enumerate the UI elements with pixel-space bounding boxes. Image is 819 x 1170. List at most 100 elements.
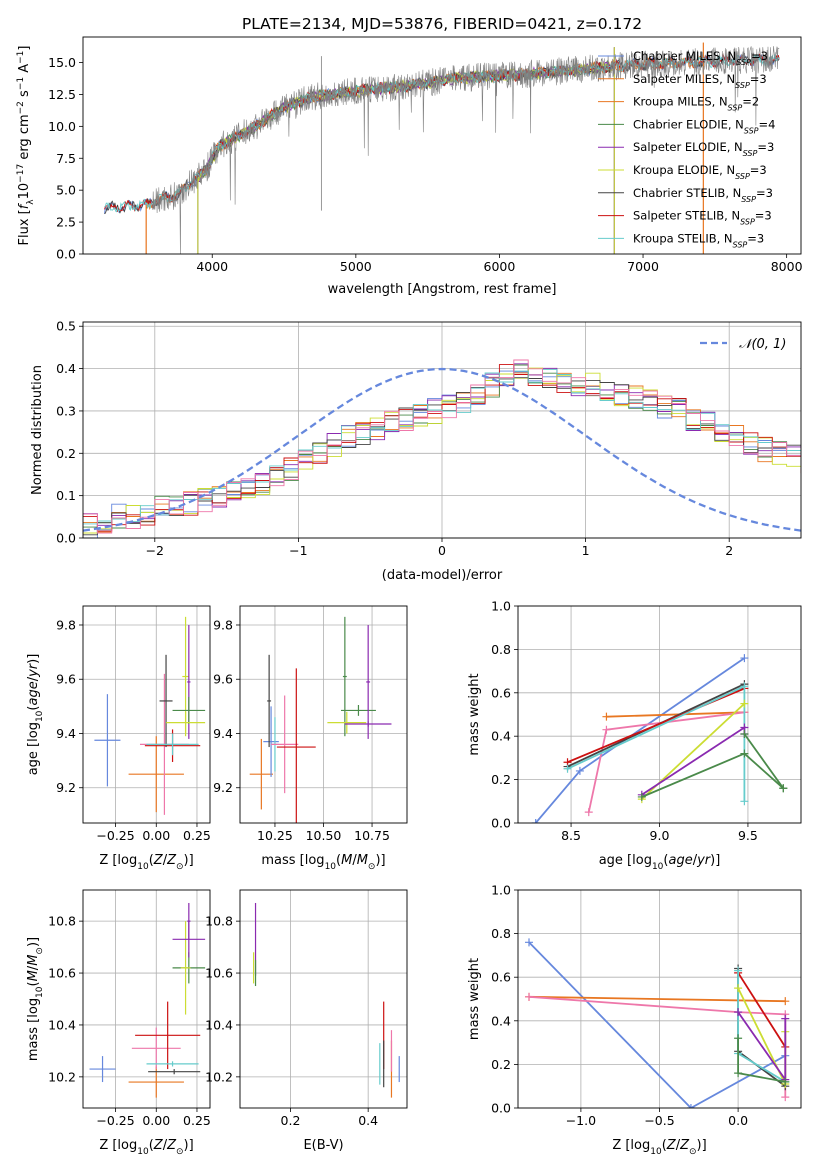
- x-axis-label-part: /: [163, 853, 168, 868]
- x-tick-label: 2: [725, 543, 733, 558]
- plot-area: [249, 616, 392, 823]
- y-tick-label: 9.6: [56, 672, 76, 687]
- y-tick-label: 7.5: [56, 151, 76, 166]
- y-tick-label: 12.5: [48, 87, 76, 102]
- errorbar-point: [267, 654, 272, 748]
- x-axis-label-part: M: [357, 853, 368, 868]
- errorbar-point: [172, 696, 206, 724]
- x-tick-label: −0.5: [644, 1113, 674, 1128]
- legend-label-sub: SSP: [735, 80, 750, 89]
- y-tick-label: 0.0: [491, 1101, 511, 1116]
- weight-line: [528, 995, 786, 1003]
- y-tick-label: 1.0: [491, 599, 511, 614]
- y-axis-label-part: yr: [26, 662, 41, 678]
- panel-weight_vs_age: 8.5 9.0 9.5 0.0 0.2 0.4 0.6 0.8 1.0 age [log10(ag…: [467, 599, 802, 872]
- x-axis-label-part: (: [149, 1138, 154, 1153]
- weight-marker: [740, 699, 749, 708]
- x-axis-label-part: )]: [184, 1138, 194, 1153]
- y-axis-label-part: /: [26, 676, 41, 681]
- legend-label-text: Kroupa STELIB, N: [633, 231, 733, 245]
- errorbar-point: [344, 721, 392, 727]
- y-axis-label-part: f: [17, 202, 32, 209]
- y-axis-label-part: λ: [26, 199, 36, 205]
- legend-label-text: Chabrier ELODIE, N: [633, 117, 744, 131]
- weight-marker: [637, 792, 646, 801]
- x-axis-label-part: Z: [153, 1138, 164, 1153]
- plot-area: [83, 359, 801, 538]
- y-axis-label-part: )]: [26, 937, 41, 947]
- x-tick-label: 4000: [196, 259, 228, 274]
- weight-marker: [740, 730, 749, 739]
- x-axis-label-part: Z: [153, 853, 164, 868]
- weight-line: [606, 711, 745, 718]
- weight-marker: [740, 749, 749, 758]
- weight-marker: [734, 984, 743, 993]
- figure-title: PLATE=2134, MJD=53876, FIBERID=0421, z=0…: [242, 15, 642, 33]
- x-tick-label: 1: [582, 543, 590, 558]
- spectrum-data-line: [151, 46, 780, 254]
- x-tick-label: −0.25: [96, 828, 134, 843]
- y-axis-label-part: −2: [16, 101, 26, 114]
- weight-line: [737, 972, 787, 1048]
- histogram-step: [83, 359, 801, 538]
- legend-label-text: Chabrier STELIB, N: [633, 186, 741, 200]
- axes-frame: [239, 889, 408, 1109]
- y-axis-label: age [log10(age/yr)]: [26, 654, 45, 776]
- x-tick-label: 10.50: [306, 828, 342, 843]
- x-tick-label: 9.0: [650, 828, 670, 843]
- x-axis-label-part: 10: [652, 862, 664, 872]
- legend-label-sub: SSP: [740, 217, 755, 226]
- normal-reference-curve: [83, 367, 801, 532]
- y-axis-label-part: s: [17, 90, 32, 101]
- x-axis-label-part: 10: [137, 1147, 149, 1157]
- x-tick-label: 9.5: [738, 828, 758, 843]
- x-tick-label: 0.2: [281, 1113, 301, 1128]
- errorbar-point: [131, 1027, 181, 1070]
- legend-label-suffix: =3: [755, 209, 772, 223]
- errorbar-point: [187, 902, 191, 940]
- x-axis-label: Z [log10(Z/Z⊙)]: [99, 1138, 193, 1157]
- errorbar-point: [146, 733, 199, 756]
- y-tick-label: 15.0: [48, 55, 76, 70]
- x-tick-label: 0.0: [728, 1113, 748, 1128]
- legend-label-text: Kroupa ELODIE, N: [633, 163, 735, 177]
- legend-label-suffix: =3: [750, 72, 767, 86]
- weight-marker: [779, 784, 788, 793]
- legend-label-suffix: =3: [757, 140, 774, 154]
- y-tick-label: 1.0: [491, 883, 511, 898]
- x-axis-label-part: 10: [137, 862, 149, 872]
- legend-label-text: Kroupa MILES, N: [633, 95, 728, 109]
- legend-label-sub: SSP: [733, 240, 748, 249]
- y-axis-label-part: age: [26, 681, 41, 705]
- panel-mass_vs_EBV: 0.2 0.4 10.2 10.4 10.6 10.8 E(B-V): [205, 889, 408, 1153]
- x-axis-label-part: 10: [325, 862, 337, 872]
- axes-frame: [82, 889, 211, 1109]
- x-tick-label: 8000: [771, 259, 803, 274]
- x-axis-label: wavelength [Angstrom, rest frame]: [328, 282, 557, 297]
- y-tick-label: 10.6: [205, 966, 233, 981]
- legend-label: Kroupa STELIB, NSSP=3: [633, 231, 764, 249]
- x-tick-label: 8.5: [561, 828, 581, 843]
- panels: 4000 5000 6000 7000 80000.02.55.07.510.012.5…: [16, 36, 803, 1157]
- panel-residuals: −2 −1 0 1 2 0.0 0.1 0.2 0.3 0.4 0.5 (data-model)/er…: [30, 319, 802, 583]
- plot-area: [94, 616, 206, 815]
- x-axis-label-part: yr: [696, 853, 712, 868]
- weight-marker: [584, 808, 593, 817]
- y-axis-label: mass [log10(M/M⊙)]: [26, 937, 45, 1061]
- weight-marker: [531, 819, 540, 823]
- x-tick-label: 10.25: [257, 828, 293, 843]
- y-tick-label: 0.6: [491, 970, 511, 985]
- x-axis-label: age [log10(age/yr)]: [599, 853, 721, 872]
- x-axis-label: mass [log10(M/M⊙)]: [261, 853, 385, 872]
- legend-label-text: Chabrier MILES, N: [633, 49, 736, 63]
- weight-marker: [734, 1069, 743, 1078]
- y-tick-label: 0.4: [491, 1013, 511, 1028]
- weight-marker: [575, 766, 584, 775]
- y-tick-label: 0.2: [56, 446, 76, 461]
- axes-frame: [82, 605, 211, 824]
- legend-label: Salpeter MILES, NSSP=3: [633, 72, 767, 90]
- weight-marker: [602, 712, 611, 721]
- weight-marker: [740, 682, 749, 691]
